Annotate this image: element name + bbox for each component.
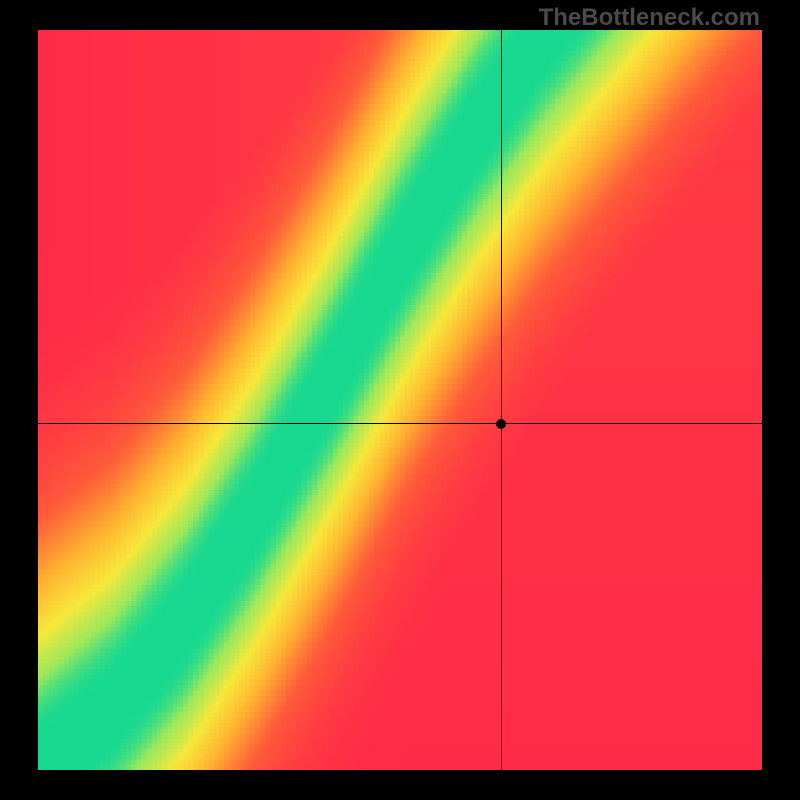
crosshair-horizontal bbox=[38, 423, 762, 424]
crosshair-vertical bbox=[501, 30, 502, 770]
bottleneck-heatmap bbox=[38, 30, 762, 770]
chart-container: TheBottleneck.com bbox=[0, 0, 800, 800]
watermark-text: TheBottleneck.com bbox=[539, 4, 760, 32]
selection-marker bbox=[496, 419, 506, 429]
